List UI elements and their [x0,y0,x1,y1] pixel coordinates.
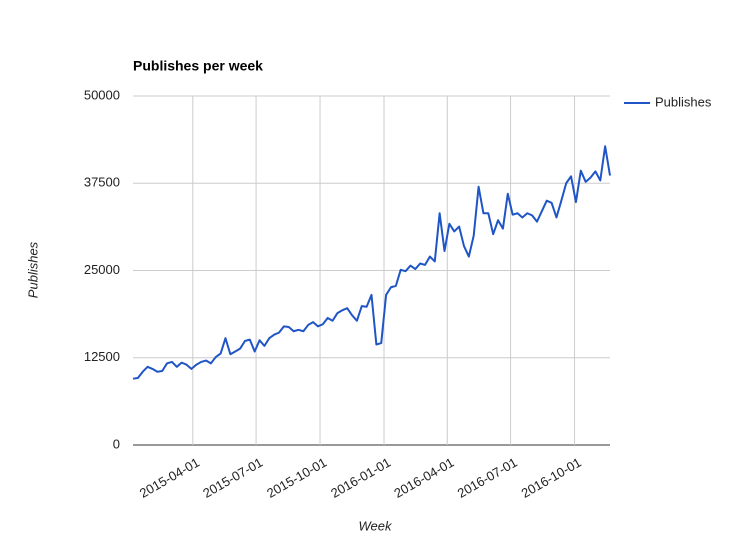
y-tick-label: 12500 [84,349,120,364]
y-tick-label: 37500 [84,175,120,190]
y-tick-label: 25000 [84,262,120,277]
x-tick-label: 2016-07-01 [455,455,520,501]
x-tick-label: 2015-04-01 [137,455,202,501]
x-tick-label: 2015-07-01 [200,455,265,501]
x-tick-label: 2015-10-01 [264,455,329,501]
x-tick-label: 2016-01-01 [328,455,393,501]
y-axis-title: Publishes [25,241,40,298]
x-axis-title: Week [359,518,393,533]
y-tick-label: 50000 [84,87,120,102]
x-tick-label: 2016-04-01 [391,455,456,501]
legend-label: Publishes [655,94,712,109]
x-tick-label: 2016-10-01 [519,455,584,501]
chart-title: Publishes per week [133,58,263,74]
y-tick-label: 0 [113,436,120,451]
data-line [132,145,611,380]
